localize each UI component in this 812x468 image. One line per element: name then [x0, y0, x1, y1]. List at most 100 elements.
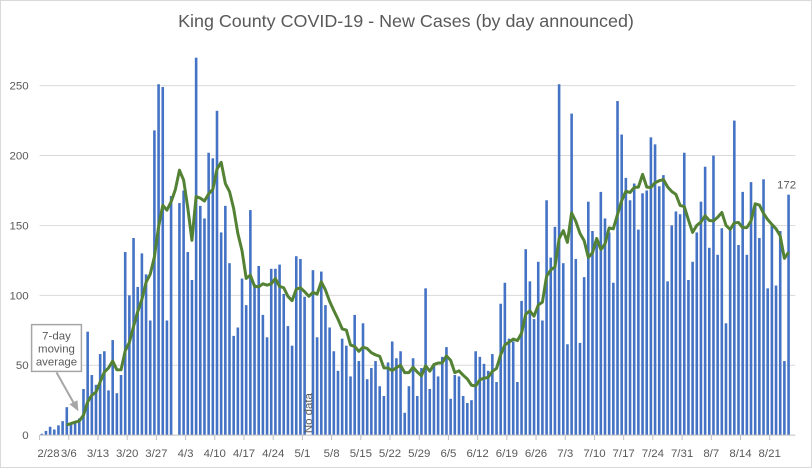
- bar: [324, 305, 327, 436]
- bar: [90, 375, 94, 436]
- bar: [545, 200, 548, 436]
- x-tick-label: 7/17: [613, 448, 635, 460]
- bar: [428, 389, 432, 436]
- bar: [144, 274, 148, 436]
- bar: [436, 376, 440, 436]
- bar: [328, 327, 331, 436]
- bar: [119, 375, 123, 436]
- bar: [595, 243, 598, 436]
- bar: [378, 386, 381, 436]
- bar: [311, 270, 315, 436]
- bar: [294, 256, 298, 436]
- bar: [132, 238, 135, 436]
- bar: [432, 365, 436, 436]
- callout-line-3: average: [36, 356, 77, 368]
- bar: [691, 261, 694, 436]
- bar: [708, 247, 711, 436]
- bar: [561, 263, 565, 436]
- bar: [566, 344, 569, 436]
- bar: [495, 382, 498, 436]
- callout-arrow: [55, 371, 76, 405]
- bar: [165, 320, 169, 436]
- x-tick-label: 3/6: [61, 448, 77, 460]
- y-tick-label: 0: [22, 430, 28, 442]
- bar: [153, 130, 156, 436]
- bar: [536, 261, 540, 436]
- x-tick-label: 4/24: [262, 448, 285, 460]
- bar: [728, 229, 732, 436]
- bar: [486, 370, 490, 436]
- bar: [44, 430, 48, 436]
- bar: [712, 155, 715, 436]
- bar: [282, 293, 286, 436]
- bar: [516, 382, 519, 436]
- bar: [449, 398, 452, 436]
- bar: [215, 110, 219, 436]
- bar: [345, 345, 348, 436]
- bar: [745, 254, 749, 436]
- bar: [353, 314, 356, 436]
- bar: [303, 296, 306, 436]
- bar: [424, 288, 427, 436]
- x-tick-label: 5/29: [408, 448, 430, 460]
- bar: [787, 194, 790, 436]
- x-tick-label: 4/3: [178, 448, 194, 460]
- bar: [549, 257, 553, 436]
- bar: [645, 190, 649, 436]
- bar: [753, 203, 757, 436]
- x-tick-label: 6/26: [525, 448, 547, 460]
- bar: [57, 425, 60, 436]
- bar: [86, 331, 89, 436]
- bar: [724, 323, 728, 436]
- bar: [641, 193, 644, 436]
- bar: [491, 354, 494, 436]
- bar: [315, 337, 319, 436]
- bar: [111, 340, 114, 436]
- bar: [169, 196, 173, 436]
- bar: [407, 386, 411, 436]
- bar: [140, 253, 144, 436]
- bar: [382, 395, 386, 436]
- bar: [674, 211, 678, 436]
- bar: [136, 286, 140, 436]
- bar: [257, 265, 261, 436]
- bar: [228, 263, 231, 436]
- x-tick-label: 2/28: [37, 448, 59, 460]
- bar: [632, 183, 636, 436]
- bar: [783, 361, 786, 436]
- bar: [678, 214, 682, 436]
- x-tick-label: 8/14: [729, 448, 752, 460]
- bar: [662, 175, 665, 436]
- bar: [190, 279, 194, 436]
- x-tick-label: 4/10: [204, 448, 226, 460]
- bar: [128, 295, 131, 436]
- bar: [420, 368, 423, 436]
- bar: [766, 288, 770, 436]
- bar: [182, 190, 185, 436]
- bar: [774, 285, 778, 436]
- bar: [474, 351, 477, 436]
- bar: [161, 87, 165, 436]
- bar: [466, 402, 469, 436]
- bar: [770, 225, 774, 436]
- bar: [511, 341, 515, 436]
- bar: [61, 421, 64, 436]
- bar: [269, 268, 273, 436]
- x-tick-label: 7/3: [557, 448, 573, 460]
- chart-title: King County COVID-19 - New Cases (by day…: [178, 11, 634, 31]
- callout-arrowhead-icon: [69, 400, 79, 412]
- bar: [69, 423, 73, 436]
- bar: [103, 351, 106, 436]
- bar: [299, 258, 302, 436]
- y-tick-label: 100: [10, 290, 29, 302]
- no-data-label: No data: [303, 392, 315, 433]
- bar: [557, 84, 561, 436]
- bar: [599, 191, 603, 436]
- bar: [73, 421, 77, 436]
- bar: [616, 101, 619, 436]
- bar: [453, 375, 457, 436]
- bar: [582, 277, 586, 436]
- y-tick-label: 50: [16, 360, 29, 372]
- bar: [553, 226, 557, 436]
- x-axis: 2/28 3/6 3/13 3/20 3/27 4/3 4/10 4/17 4/24 5/1 5/8…: [37, 434, 796, 460]
